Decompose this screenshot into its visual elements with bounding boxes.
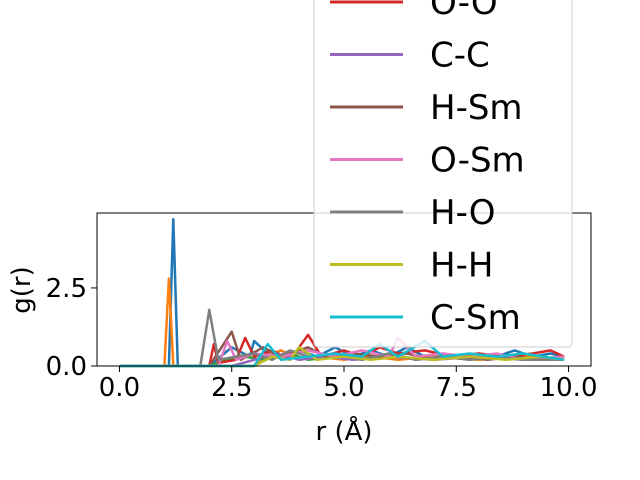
x-tick-label: 7.5 — [436, 373, 477, 403]
legend-label: H-O — [430, 193, 496, 233]
x-tick-label: 10.0 — [540, 373, 598, 403]
series-lines — [119, 217, 565, 368]
legend-label: C-Sm — [430, 298, 521, 338]
legend-label: C-C — [430, 36, 490, 76]
legend-label: O-Sm — [430, 141, 525, 181]
legend: O-O C-C H-Sm O-Sm H-O H-H C-Sm — [313, 0, 573, 348]
x-tick-label: 2.5 — [211, 373, 252, 403]
y-axis-label: g(r) — [7, 266, 37, 313]
y-tick-label: 2.5 — [46, 274, 87, 304]
y-axis: 0.0 2.5 — [46, 274, 97, 382]
x-axis-label: r (Å) — [315, 415, 372, 447]
y-tick-label: 0.0 — [46, 352, 87, 382]
x-tick-label: 5.0 — [323, 373, 364, 403]
x-tick-label: 0.0 — [99, 373, 140, 403]
legend-label: H-Sm — [430, 88, 523, 128]
x-axis: 0.0 2.5 5.0 7.5 10.0 — [99, 366, 598, 403]
series-line-9 — [119, 346, 565, 368]
legend-frame — [313, 0, 573, 348]
legend-label: H-H — [430, 246, 493, 286]
legend-label: O-O — [430, 0, 498, 23]
